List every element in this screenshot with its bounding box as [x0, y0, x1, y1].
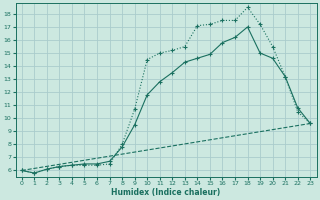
X-axis label: Humidex (Indice chaleur): Humidex (Indice chaleur)	[111, 188, 221, 197]
